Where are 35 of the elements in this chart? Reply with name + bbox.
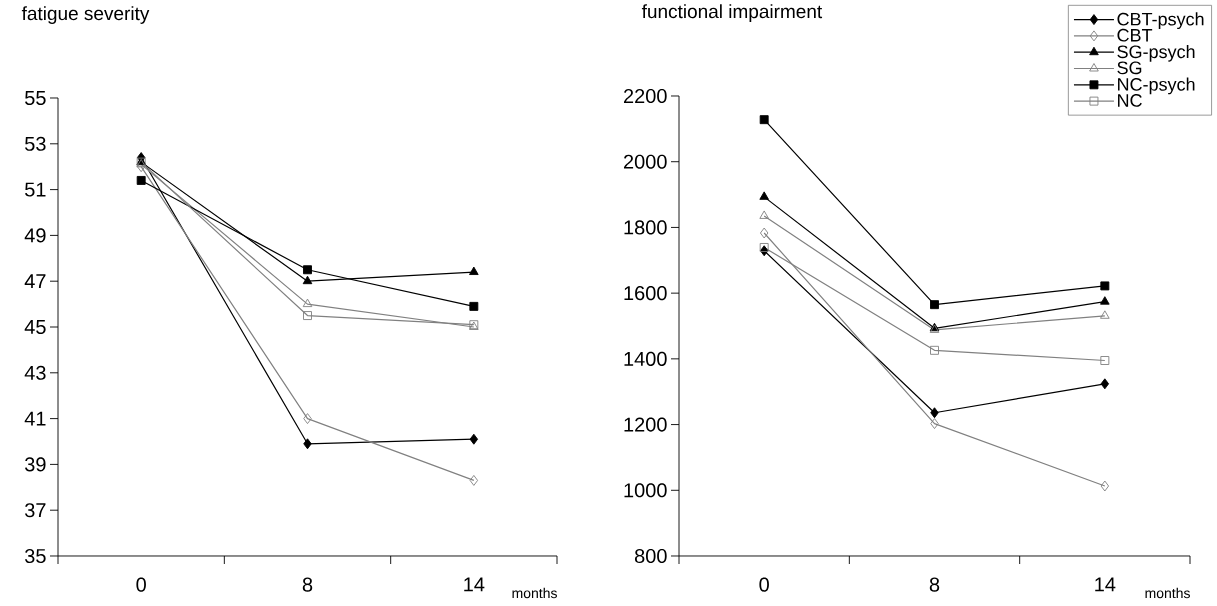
legend-label: NC-psych: [1118, 77, 1195, 95]
y-tick-label: 45: [24, 320, 46, 334]
legend-label: SG: [1117, 61, 1142, 75]
y-tick-label: 35: [24, 548, 46, 564]
legend-label: SG-psych: [1117, 44, 1195, 62]
y-tick-label: 47: [24, 274, 46, 289]
x-tick-label: 14: [1095, 577, 1116, 592]
y-tick-label: 41: [24, 411, 46, 426]
legend-label: NC: [1118, 94, 1142, 107]
y-tick-label: 43: [24, 365, 46, 380]
y-tick-label: 55: [25, 91, 46, 105]
y-tick-label: 800: [634, 548, 667, 564]
legend-label: CBT: [1117, 28, 1153, 42]
y-tick-label: 1000: [624, 483, 667, 498]
x-tick-label: 14: [464, 577, 485, 592]
legend-label: CBT-psych: [1117, 12, 1204, 30]
x-tick-label: 8: [302, 577, 313, 592]
chart-title: fatigue severity: [21, 6, 150, 24]
y-tick-label: 1600: [624, 286, 667, 301]
y-tick-label: 2200: [623, 88, 667, 104]
y-tick-label: 1800: [624, 220, 667, 235]
y-tick-label: 1400: [624, 351, 667, 366]
y-tick-label: 2000: [623, 154, 667, 169]
y-tick-label: 37: [24, 503, 46, 518]
y-tick-label: 51: [25, 182, 46, 197]
x-tick-label: 0: [759, 577, 769, 592]
y-tick-label: 49: [24, 228, 46, 243]
y-tick-label: 53: [25, 136, 46, 151]
x-tick-label: 0: [136, 577, 146, 592]
x-axis-title: months: [1145, 587, 1190, 599]
y-tick-label: 39: [24, 457, 46, 472]
x-tick-label: 8: [929, 577, 940, 592]
y-tick-label: 1200: [624, 417, 667, 432]
chart-title: functional impairment: [641, 4, 823, 22]
x-axis-title: months: [512, 587, 557, 599]
